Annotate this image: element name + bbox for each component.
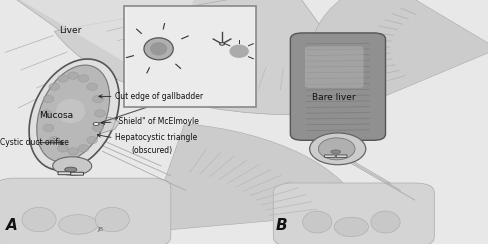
Ellipse shape: [95, 207, 129, 232]
Ellipse shape: [22, 207, 56, 232]
Wedge shape: [0, 0, 195, 62]
Ellipse shape: [56, 99, 85, 123]
Ellipse shape: [95, 110, 105, 117]
Text: B: B: [276, 218, 287, 233]
FancyBboxPatch shape: [58, 172, 71, 175]
Ellipse shape: [78, 75, 89, 82]
FancyBboxPatch shape: [325, 155, 335, 157]
Ellipse shape: [93, 122, 99, 125]
Text: Cut edge of gallbadder: Cut edge of gallbadder: [115, 92, 203, 101]
PathPatch shape: [90, 117, 120, 134]
Ellipse shape: [334, 217, 368, 237]
Wedge shape: [312, 0, 488, 108]
Ellipse shape: [58, 75, 68, 82]
Ellipse shape: [150, 42, 167, 55]
FancyBboxPatch shape: [273, 183, 434, 244]
Ellipse shape: [43, 124, 54, 132]
Wedge shape: [54, 0, 380, 115]
Ellipse shape: [93, 124, 103, 132]
Ellipse shape: [331, 150, 341, 154]
FancyBboxPatch shape: [127, 7, 254, 106]
Text: Cystic duct orifice: Cystic duct orifice: [0, 138, 69, 147]
Ellipse shape: [37, 65, 110, 162]
FancyBboxPatch shape: [336, 155, 347, 157]
Text: A: A: [6, 218, 18, 233]
Text: "Shield" of McElmoyle: "Shield" of McElmoyle: [115, 118, 199, 126]
FancyBboxPatch shape: [71, 172, 83, 175]
Ellipse shape: [371, 211, 400, 233]
Wedge shape: [0, 0, 268, 98]
Ellipse shape: [58, 145, 68, 152]
Ellipse shape: [87, 137, 98, 144]
Text: Hepatocystic triangle: Hepatocystic triangle: [115, 133, 197, 142]
Ellipse shape: [49, 83, 60, 90]
Ellipse shape: [68, 148, 79, 155]
FancyBboxPatch shape: [290, 33, 386, 140]
Ellipse shape: [59, 215, 98, 234]
Ellipse shape: [144, 38, 173, 60]
Text: Mucosa: Mucosa: [39, 112, 73, 120]
Ellipse shape: [229, 44, 249, 58]
FancyBboxPatch shape: [124, 6, 256, 107]
Ellipse shape: [29, 59, 119, 170]
Ellipse shape: [220, 43, 224, 45]
Text: Bare liver: Bare liver: [312, 93, 356, 102]
Ellipse shape: [303, 211, 332, 233]
FancyBboxPatch shape: [305, 46, 364, 88]
Ellipse shape: [64, 167, 77, 172]
Ellipse shape: [43, 95, 54, 103]
Ellipse shape: [87, 83, 98, 90]
Ellipse shape: [93, 95, 103, 103]
Ellipse shape: [53, 157, 92, 175]
Ellipse shape: [78, 145, 89, 152]
Ellipse shape: [318, 138, 355, 160]
Text: JB: JB: [97, 227, 103, 232]
Ellipse shape: [49, 137, 60, 144]
FancyBboxPatch shape: [0, 178, 171, 244]
Ellipse shape: [41, 110, 52, 117]
Ellipse shape: [68, 72, 79, 79]
Ellipse shape: [309, 133, 366, 165]
Text: Liver: Liver: [60, 26, 82, 35]
Wedge shape: [146, 124, 363, 232]
Text: (obscured): (obscured): [132, 146, 173, 154]
